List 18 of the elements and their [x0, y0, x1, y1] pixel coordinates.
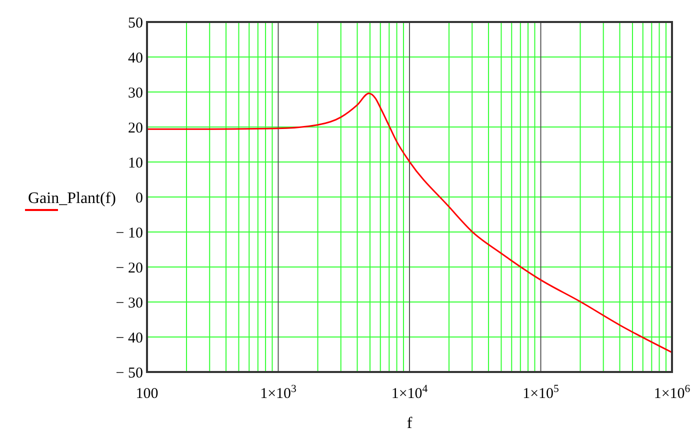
- text: Gain_Plant(f): [28, 190, 116, 207]
- x-tick-label: 1×10$^{5}$: [522, 383, 559, 402]
- x-tick-label: 100: [136, 386, 158, 402]
- y-tick-label: − 30: [116, 295, 143, 312]
- x-tick-label: 1×10$^{4}$: [391, 383, 428, 402]
- x-tick-label: 1×10$^{3}$: [260, 383, 296, 402]
- y-tick-label: − 50: [116, 365, 143, 382]
- y-tick-label: 50: [128, 15, 143, 32]
- x-tick-label: 1×10$^{6}$: [654, 383, 691, 402]
- y-tick-label: 20: [128, 120, 143, 136]
- y-tick-label: 30: [128, 85, 143, 102]
- y-tick-label: − 40: [116, 330, 143, 346]
- x-axis-title: f: [406, 415, 413, 432]
- y-tick-label: − 10: [116, 225, 143, 242]
- y-tick-label: − 20: [116, 260, 143, 276]
- y-tick-label: 10: [128, 155, 143, 172]
- y-tick-label: 40: [128, 50, 143, 66]
- y-tick-label: 0: [136, 190, 143, 206]
